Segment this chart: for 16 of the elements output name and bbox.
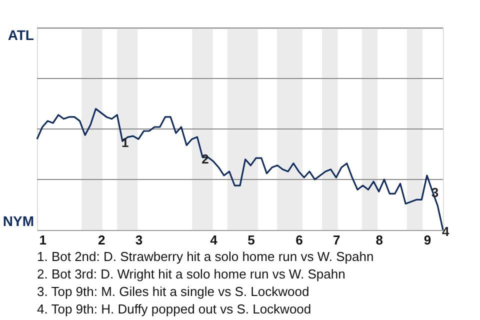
x-tick-label: 7 bbox=[333, 232, 340, 248]
text: ATL bbox=[8, 27, 34, 43]
x-tick-label: 3 bbox=[135, 232, 143, 248]
text: 3. Top 9th: M. Giles hit a single vs S. Lockwood bbox=[37, 284, 310, 299]
x-tick-label: 4 bbox=[210, 232, 218, 248]
x-tick-label: 1 bbox=[39, 232, 46, 248]
annotation: 1 bbox=[121, 135, 129, 150]
text: 2. Bot 3rd: D. Wright hit a solo home run vs W. Spahn bbox=[37, 266, 346, 282]
x-tick-label: 2 bbox=[98, 232, 106, 248]
x-tick-label: 6 bbox=[296, 232, 303, 248]
x-tick-label: 5 bbox=[248, 232, 255, 248]
text: NYM bbox=[2, 213, 34, 229]
text: 1. Bot 2nd: D. Strawberry hit a solo home run vs W. Spahn bbox=[37, 249, 374, 264]
x-tick-label: 9 bbox=[424, 232, 432, 248]
text: 4. Top 9th: H. Duffy popped out vs S. Lockwood bbox=[37, 302, 312, 316]
x-tick-label: 8 bbox=[376, 232, 384, 248]
